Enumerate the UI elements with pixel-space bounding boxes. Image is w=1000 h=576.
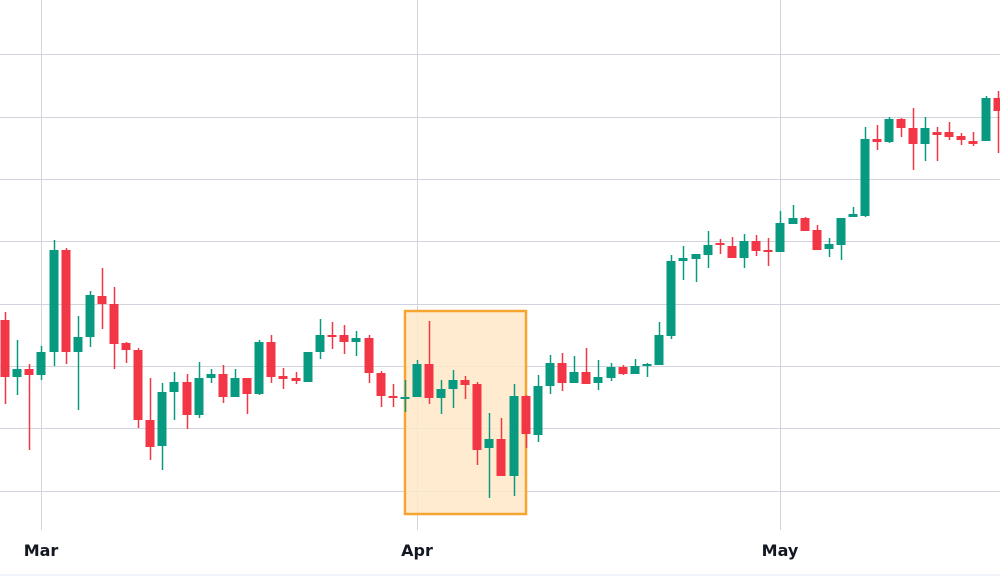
candle-up: [254, 340, 264, 395]
candle-down: [109, 287, 119, 369]
candle-down: [715, 239, 725, 254]
candle-down: [182, 374, 192, 429]
candle-down: [557, 353, 567, 391]
x-tick-label-may: May: [761, 541, 799, 560]
candle-down: [218, 365, 228, 403]
candle-up: [412, 360, 422, 397]
candle-down: [266, 335, 276, 383]
candle-down: [932, 127, 942, 161]
candle-down: [993, 91, 1000, 153]
candle-down: [388, 384, 398, 407]
candle-up: [206, 369, 216, 383]
candle-down: [968, 132, 978, 146]
candle-up: [642, 363, 652, 377]
candle-up: [230, 369, 240, 397]
candle-up: [315, 319, 325, 359]
candle-up: [73, 316, 83, 410]
candle-down: [944, 122, 954, 140]
candle-down: [872, 125, 882, 150]
candle-up: [884, 117, 894, 143]
candle-down: [460, 376, 470, 399]
candle-up: [569, 356, 579, 383]
candle-up: [836, 218, 846, 260]
candle-down: [763, 238, 773, 266]
candle-up: [436, 380, 446, 414]
bottom-border: [0, 574, 1000, 576]
candle-up: [533, 375, 543, 442]
candle-up: [654, 322, 664, 365]
candle-up: [12, 340, 22, 395]
candle-up: [85, 291, 95, 347]
candle-up: [606, 363, 616, 381]
candle-down: [618, 365, 628, 375]
candle-up: [666, 255, 676, 339]
candle-down: [364, 335, 374, 383]
candle-down: [133, 348, 143, 428]
candle-up: [545, 355, 555, 394]
candle-down: [278, 368, 288, 389]
candle-up: [824, 238, 834, 257]
candle-down: [896, 118, 906, 137]
candle-down: [424, 321, 434, 404]
candle-up: [788, 205, 798, 224]
candle-down: [61, 248, 71, 364]
candle-down: [581, 348, 591, 384]
candle-down: [908, 108, 918, 170]
candle-down: [242, 378, 252, 414]
candle-up: [169, 372, 179, 420]
candle-up: [691, 254, 701, 282]
candle-down: [376, 371, 386, 407]
candle-up: [678, 246, 688, 280]
candle-down: [812, 225, 822, 250]
candle-down: [521, 395, 531, 448]
candle-up: [920, 117, 930, 161]
candle-up: [157, 383, 167, 470]
candle-down: [496, 418, 506, 476]
candle-down: [727, 237, 737, 258]
candle-down: [291, 372, 301, 384]
candle-up: [981, 96, 991, 141]
candle-up: [775, 211, 785, 252]
candle-up: [509, 384, 519, 496]
candle-down: [24, 364, 34, 450]
candle-down: [0, 312, 10, 404]
candle-up: [448, 370, 458, 408]
candle-up: [36, 346, 46, 380]
candle-down: [472, 382, 482, 465]
candle-up: [49, 240, 59, 366]
candle-down: [956, 133, 966, 145]
x-tick-label-apr: Apr: [401, 541, 433, 560]
candle-down: [339, 325, 349, 354]
candles: [0, 91, 1000, 498]
highlight-box: [403, 309, 528, 516]
candle-up: [484, 413, 494, 498]
candle-down: [800, 217, 810, 231]
candle-down: [327, 322, 337, 349]
x-tick-label-mar: Mar: [23, 541, 59, 560]
candle-up: [848, 207, 858, 217]
candle-down: [97, 268, 107, 329]
candle-up: [593, 360, 603, 390]
candle-down: [751, 235, 761, 256]
candle-up: [860, 127, 870, 217]
candle-up: [194, 362, 204, 418]
candle-up: [303, 352, 313, 382]
candle-up: [739, 234, 749, 268]
candle-down: [145, 378, 155, 460]
candle-up: [703, 231, 713, 268]
candle-up: [351, 331, 361, 356]
candle-down: [121, 342, 131, 363]
candle-up: [400, 380, 410, 412]
candle-up: [630, 359, 640, 374]
